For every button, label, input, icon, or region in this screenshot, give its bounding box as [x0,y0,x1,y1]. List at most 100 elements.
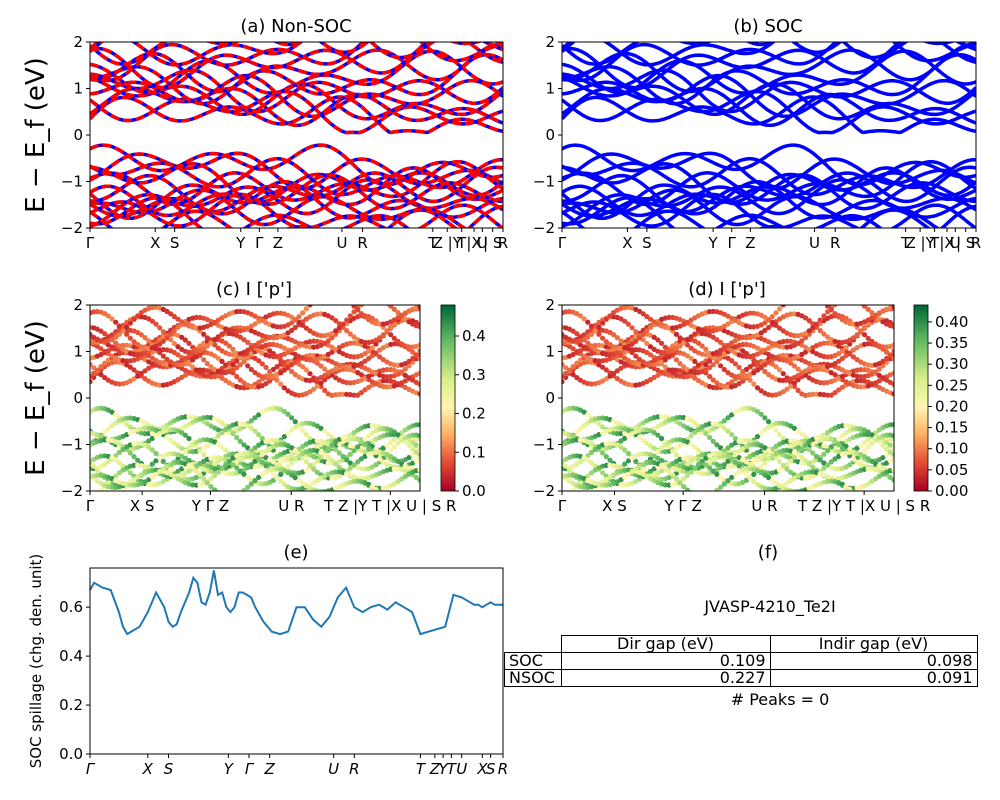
projection-point [274,324,280,330]
projection-point [201,452,207,458]
projection-point [234,358,240,364]
projection-point [707,434,713,441]
projection-point [175,468,181,474]
projection-point [351,305,357,309]
projection-point [201,331,207,337]
projection-point [681,364,687,370]
projection-point [296,314,302,320]
projection-point [113,457,119,463]
projection-point [603,367,609,373]
projection-point [322,366,328,372]
projection-point [190,344,196,350]
projection-point [611,370,617,377]
panel-e-plot-area [89,570,503,636]
projection-point [788,477,794,484]
projection-point [795,387,801,393]
projection-point [417,305,420,310]
projection-point [721,366,727,373]
projection-point [780,435,786,442]
band-line-dashed [90,42,503,83]
projection-point [215,317,221,323]
projection-point [248,425,254,431]
projection-point [799,431,805,437]
projection-point [825,430,831,436]
projection-point [766,448,772,454]
projection-point [821,451,827,457]
projection-point [843,484,849,490]
projection-point [865,429,871,435]
projection-point [607,313,613,319]
projection-point [703,494,708,499]
projection-point [585,412,591,418]
projection-point [817,434,823,440]
projection-point [773,427,779,433]
projection-point [245,484,251,490]
projection-point [208,468,214,474]
projection-point [614,431,620,437]
projection-point [259,471,265,477]
projection-point [581,316,587,322]
projection-point [160,338,166,344]
projection-point [146,352,152,359]
projection-point [241,358,247,364]
projection-point [703,362,709,368]
projection-point [391,456,397,462]
projection-point [322,377,328,383]
projection-point [289,327,295,333]
colorbar-tick-label: 0.25 [935,376,968,394]
projection-point [714,337,720,343]
projection-point [747,364,753,370]
projection-point [215,469,221,475]
projection-point [160,466,166,472]
projection-point [351,474,357,480]
projection-point [688,417,694,423]
projection-point [825,462,831,468]
projection-point [891,356,894,362]
projection-point [98,346,104,352]
projection-point [230,346,236,352]
band-line [562,208,976,228]
colorbar-tick-label: 0.1 [462,443,486,461]
projection-point [388,324,394,330]
x-tick-label: Y Γ Z [191,497,229,515]
panel-a-plot-area [90,42,503,228]
projection-point [109,423,115,429]
projection-point [600,470,606,476]
projection-point [182,448,188,454]
projection-point [333,328,339,334]
x-tick-label: Γ [558,234,567,252]
projection-point [369,484,375,490]
projection-point [677,361,683,367]
projection-point [351,448,357,454]
projection-point [314,477,320,484]
projection-point [344,434,350,440]
projection-point [784,480,790,486]
projection-point [758,430,764,436]
projection-point [303,483,309,489]
projection-point [333,318,339,324]
projection-point [391,436,397,442]
projection-point [865,335,871,341]
x-tick-label: Z |Y [905,234,935,252]
projection-point [802,315,809,321]
projection-point [758,411,764,417]
projection-point [655,337,661,343]
projection-point [252,428,258,434]
projection-point [813,391,820,397]
projection-point [116,441,122,447]
projection-point [380,425,386,432]
projection-point [292,456,298,462]
band-line-dashed [90,68,503,114]
projection-point [344,317,350,323]
projection-point [347,451,353,457]
projection-point [743,471,750,477]
projection-point [688,433,694,439]
projection-point [810,450,816,456]
projection-point [322,452,328,458]
projection-point [138,310,144,316]
x-tick-label: X S [602,497,627,515]
band-line [562,173,976,218]
projection-point [817,457,823,463]
projection-point [566,472,573,478]
projection-point [193,314,199,320]
